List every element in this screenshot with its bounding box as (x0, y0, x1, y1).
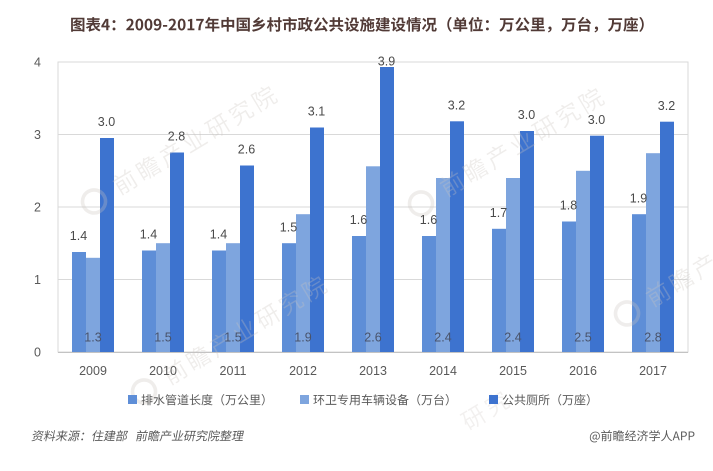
svg-text:1: 1 (34, 273, 41, 287)
svg-text:1.4: 1.4 (140, 228, 157, 242)
svg-text:1.8: 1.8 (560, 199, 577, 213)
svg-text:1.4: 1.4 (210, 228, 227, 242)
svg-text:1.3: 1.3 (84, 331, 101, 345)
svg-text:0: 0 (34, 346, 41, 360)
svg-text:3.0: 3.0 (518, 108, 535, 122)
svg-text:1.6: 1.6 (350, 213, 367, 227)
svg-text:2.4: 2.4 (504, 331, 521, 345)
svg-text:2015: 2015 (499, 364, 527, 378)
svg-text:2013: 2013 (359, 364, 387, 378)
svg-text:2009: 2009 (79, 364, 107, 378)
svg-text:1.6: 1.6 (420, 213, 437, 227)
svg-text:2016: 2016 (569, 364, 597, 378)
svg-text:3.0: 3.0 (588, 113, 605, 127)
svg-text:2011: 2011 (220, 364, 247, 378)
svg-text:2: 2 (34, 201, 41, 215)
svg-text:1.5: 1.5 (224, 331, 241, 345)
svg-text:2014: 2014 (429, 364, 457, 378)
svg-text:2010: 2010 (149, 364, 177, 378)
svg-text:1.9: 1.9 (630, 191, 647, 205)
svg-text:2012: 2012 (289, 364, 317, 378)
svg-text:2.6: 2.6 (238, 143, 255, 157)
svg-text:2.6: 2.6 (364, 331, 381, 345)
svg-text:3.1: 3.1 (308, 105, 325, 119)
svg-text:2.8: 2.8 (168, 130, 185, 144)
svg-text:2017: 2017 (639, 364, 667, 378)
svg-text:3.2: 3.2 (658, 99, 675, 113)
svg-text:1.5: 1.5 (280, 220, 297, 234)
svg-text:2.4: 2.4 (434, 331, 451, 345)
svg-text:2.5: 2.5 (574, 331, 591, 345)
svg-text:3.2: 3.2 (448, 99, 465, 113)
svg-text:2.8: 2.8 (644, 331, 661, 345)
svg-text:3.0: 3.0 (98, 115, 115, 129)
svg-text:1.9: 1.9 (294, 331, 311, 345)
svg-text:3: 3 (34, 128, 41, 142)
svg-text:3.9: 3.9 (378, 54, 395, 68)
svg-text:1.4: 1.4 (70, 229, 87, 243)
svg-text:1.7: 1.7 (490, 206, 507, 220)
svg-text:1.5: 1.5 (154, 331, 171, 345)
svg-text:4: 4 (34, 56, 41, 70)
